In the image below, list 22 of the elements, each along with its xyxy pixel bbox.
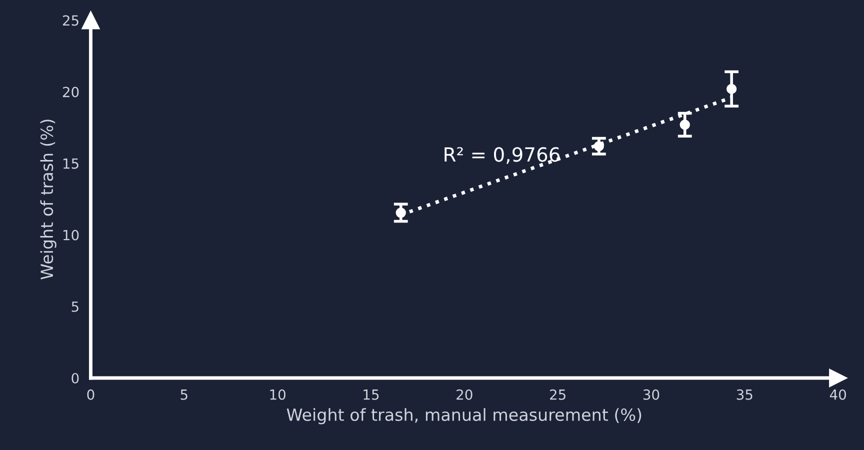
x-tick-label: 30 xyxy=(643,389,660,400)
x-tick-label: 10 xyxy=(270,389,286,400)
point xyxy=(594,141,604,152)
x-axis-title: Weight of trash, manual measurement (%) xyxy=(286,408,642,424)
point xyxy=(680,120,690,130)
point xyxy=(726,84,737,94)
y-tick-label: 10 xyxy=(63,230,79,240)
annotation: R² = 0,9766 xyxy=(444,147,560,164)
x-tick-label: 35 xyxy=(736,389,752,400)
y-tick-label: 20 xyxy=(62,86,79,98)
x-tick-label: 0 xyxy=(87,389,94,400)
y-tick-label: 25 xyxy=(62,15,78,26)
x-tick-label: 5 xyxy=(180,390,188,400)
y-tick-label: 0 xyxy=(72,372,79,384)
y-axis-title: Weight of trash (%) xyxy=(40,120,56,280)
y-tick-label: 5 xyxy=(72,302,78,312)
x-tick-label: 25 xyxy=(550,389,566,400)
x-tick-label: 20 xyxy=(456,389,472,400)
x-tick-label: 40 xyxy=(830,389,846,400)
point xyxy=(396,208,406,218)
y-tick-label: 15 xyxy=(63,158,78,169)
x-tick-label: 15 xyxy=(364,390,379,400)
